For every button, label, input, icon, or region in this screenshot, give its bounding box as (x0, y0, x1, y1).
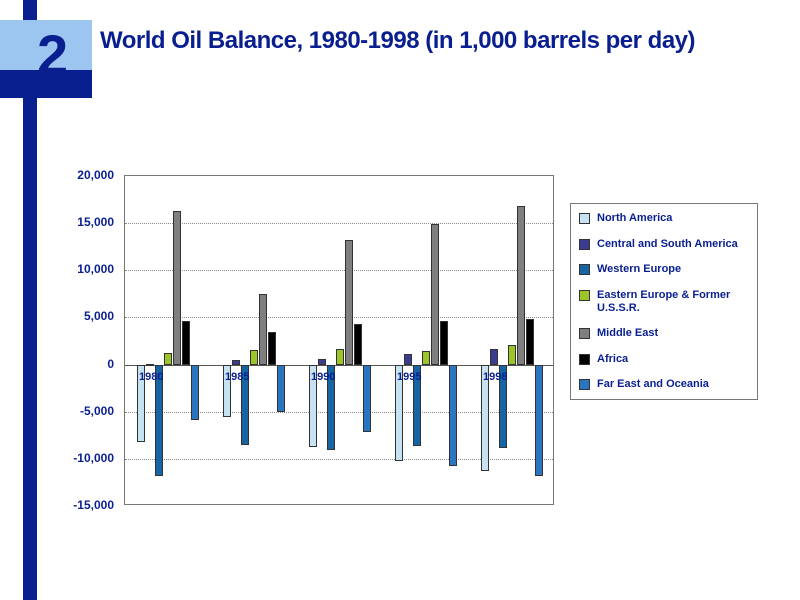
page-title: World Oil Balance, 1980-1998 (in 1,000 b… (100, 26, 740, 56)
y-tick-label: 20,000 (77, 168, 114, 182)
bar (259, 294, 267, 365)
x-tick-label: 1985 (225, 371, 249, 383)
x-tick-label: 1998 (483, 371, 507, 383)
bar (431, 224, 439, 364)
legend-label: Central and South America (597, 238, 749, 251)
bar (336, 349, 344, 364)
gridline (125, 223, 553, 224)
legend-label: Eastern Europe & Former U.S.S.R. (597, 289, 749, 314)
bar (535, 365, 543, 476)
x-tick-label: 1980 (139, 371, 163, 383)
legend-label: Far East and Oceania (597, 378, 749, 391)
bar (318, 359, 326, 365)
chart-plot-area: 1980 1985 1990 1995 1998 (124, 175, 554, 505)
chart-legend: North America Central and South America We… (570, 203, 758, 400)
bar (173, 211, 181, 365)
bar (449, 365, 457, 467)
y-axis-labels: -15,000-10,000-5,00005,00010,00015,00020… (70, 175, 120, 505)
legend-swatch (579, 328, 590, 339)
legend-label: North America (597, 212, 749, 225)
legend-swatch (579, 213, 590, 224)
bar (277, 365, 285, 412)
legend-item: Eastern Europe & Former U.S.S.R. (579, 289, 749, 314)
bar (526, 319, 534, 364)
bar (345, 240, 353, 364)
legend-item: North America (579, 212, 749, 225)
bar (268, 332, 276, 365)
legend-swatch (579, 379, 590, 390)
y-tick-label: 10,000 (77, 262, 114, 276)
bar (354, 324, 362, 365)
legend-item: Africa (579, 353, 749, 366)
legend-swatch (579, 354, 590, 365)
bar (182, 321, 190, 364)
bar (146, 364, 154, 366)
legend-item: Far East and Oceania (579, 378, 749, 391)
bar (517, 206, 525, 364)
y-tick-label: 0 (107, 357, 114, 371)
legend-label: Africa (597, 353, 749, 366)
gridline (125, 270, 553, 271)
bar (363, 365, 371, 433)
slide-number: 2 (37, 22, 68, 87)
bar (404, 354, 412, 364)
y-tick-label: 5,000 (84, 309, 114, 323)
bar (250, 350, 258, 364)
bar (191, 365, 199, 421)
y-tick-label: 15,000 (77, 215, 114, 229)
legend-item: Middle East (579, 327, 749, 340)
bar (164, 353, 172, 364)
bar (440, 321, 448, 364)
legend-item: Central and South America (579, 238, 749, 251)
legend-swatch (579, 264, 590, 275)
y-tick-label: -10,000 (73, 451, 114, 465)
x-tick-label: 1995 (397, 371, 421, 383)
y-tick-label: -15,000 (73, 498, 114, 512)
chart-container: -15,000-10,000-5,00005,00010,00015,00020… (70, 175, 760, 505)
legend-item: Western Europe (579, 263, 749, 276)
legend-label: Western Europe (597, 263, 749, 276)
bar (508, 345, 516, 365)
y-tick-label: -5,000 (80, 404, 114, 418)
bar (490, 349, 498, 364)
x-tick-label: 1990 (311, 371, 335, 383)
legend-swatch (579, 239, 590, 250)
bar (232, 360, 240, 365)
gridline (125, 317, 553, 318)
legend-label: Middle East (597, 327, 749, 340)
legend-swatch (579, 290, 590, 301)
bar (422, 351, 430, 364)
